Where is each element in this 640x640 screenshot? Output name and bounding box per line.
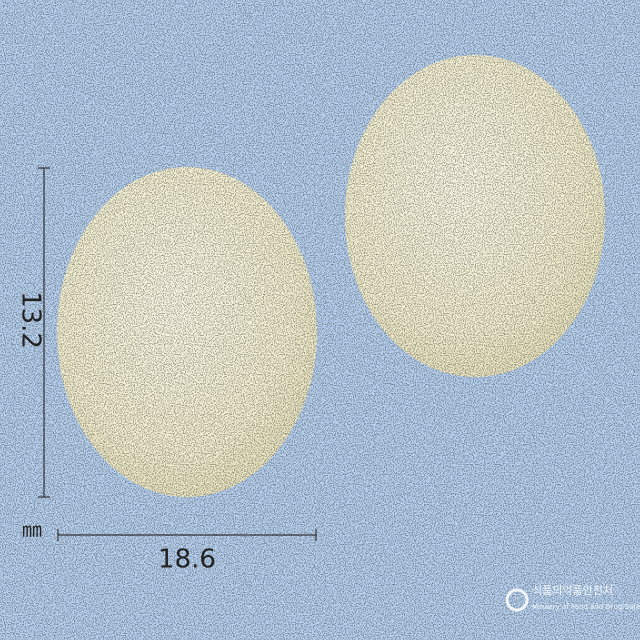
- watermark-name-en: Ministry of Food and Drug Safety: [532, 603, 640, 611]
- watermark-name-ko: 식품의약품안전처: [532, 583, 613, 597]
- unit-label: ㎜: [22, 518, 42, 542]
- width-label: 18.6: [158, 545, 216, 575]
- height-label: 13.2: [16, 291, 46, 349]
- dimension-lines: [38, 167, 317, 541]
- watermark-logo: [505, 588, 529, 612]
- watermark: 식품의약품안전처 Ministry of Food and Drug Safet…: [505, 583, 640, 612]
